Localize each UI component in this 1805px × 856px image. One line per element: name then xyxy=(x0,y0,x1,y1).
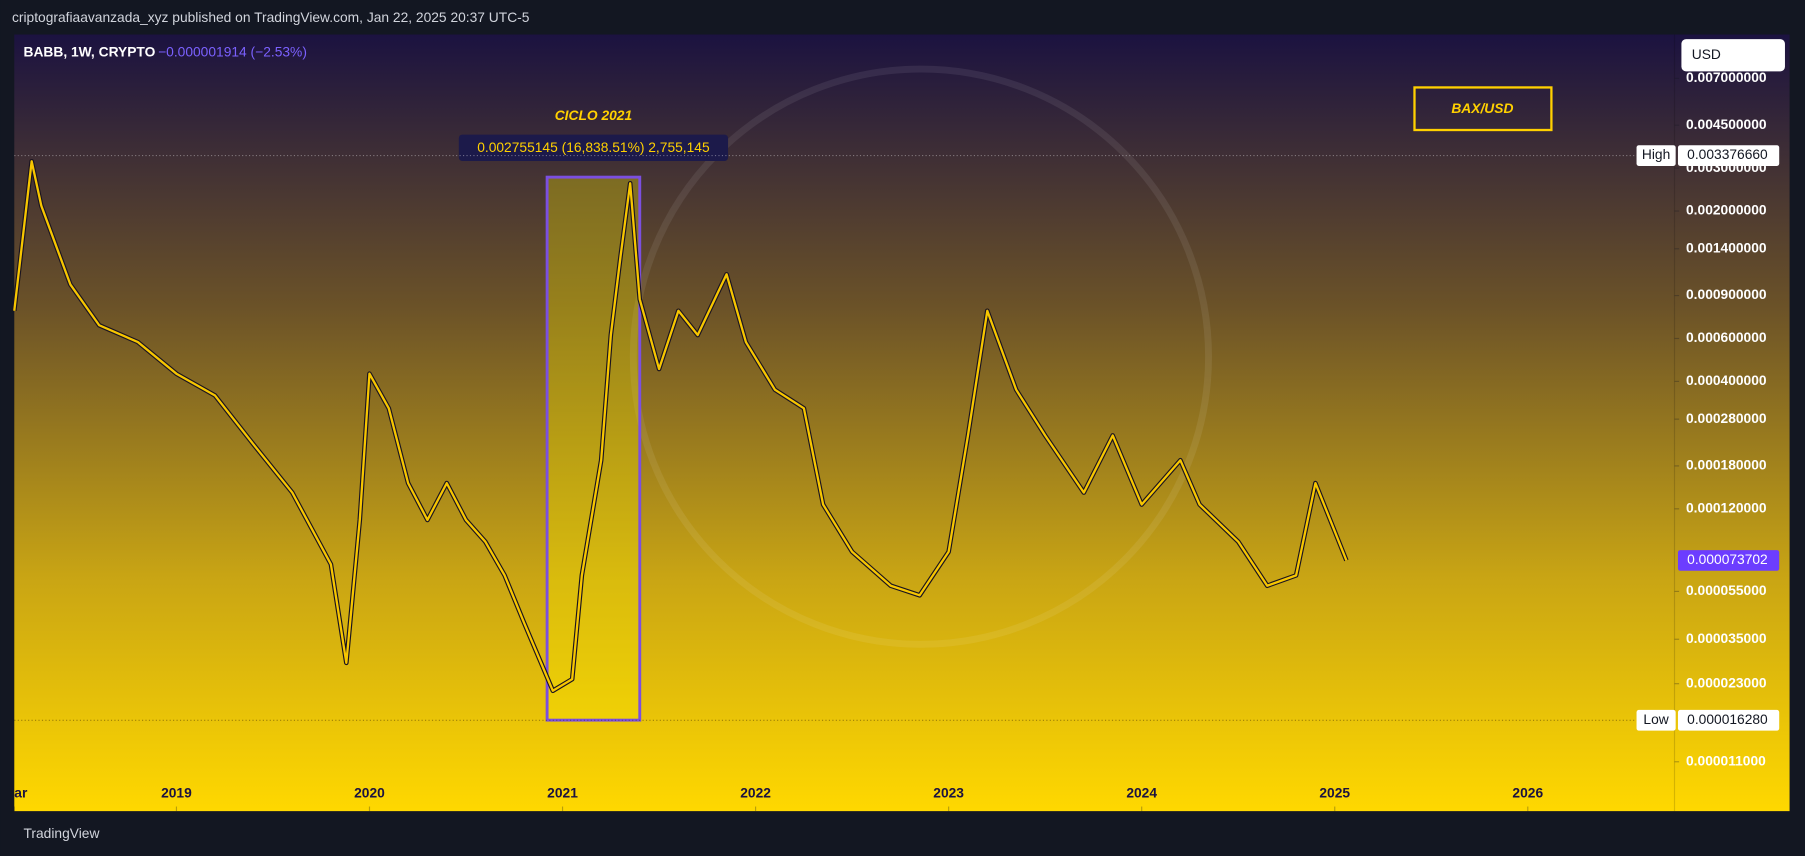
low-name: Low xyxy=(1643,712,1668,727)
x-tick-label: 2026 xyxy=(1512,786,1543,801)
x-tick-label: 2023 xyxy=(933,786,964,801)
y-tick-label: 0.000900000 xyxy=(1686,287,1767,302)
range-label: 0.002755145 (16,838.51%) 2,755,145 xyxy=(477,140,710,155)
currency[interactable]: USD xyxy=(1692,47,1721,62)
x-tick-label: 2024 xyxy=(1126,786,1157,801)
symbol: BABB, 1W, CRYPTO xyxy=(23,45,155,60)
y-tick-label: 0.000280000 xyxy=(1686,411,1767,426)
chart-title: BAX/USD xyxy=(1451,101,1513,116)
y-tick-label: 0.001400000 xyxy=(1686,240,1767,255)
x-tick-label: 2025 xyxy=(1319,786,1350,801)
x-tick-label: 2019 xyxy=(161,786,192,801)
y-tick-label: 0.000055000 xyxy=(1686,583,1767,598)
y-tick-label: 0.000400000 xyxy=(1686,373,1767,388)
low-value: 0.000016280 xyxy=(1687,712,1768,727)
x-tick-label: ar xyxy=(14,786,28,801)
x-tick-label: 2020 xyxy=(354,786,385,801)
high-name-box xyxy=(1636,145,1676,166)
y-tick-label: 0.000120000 xyxy=(1686,500,1767,515)
y-tick-label: 0.000011000 xyxy=(1686,753,1766,768)
footer-brand: TradingView xyxy=(23,826,99,841)
title-box xyxy=(1413,86,1553,132)
last-price: 0.000073702 xyxy=(1687,552,1768,567)
range-label-box xyxy=(458,134,729,162)
header-text: criptografiaavanzada_xyz published on Tr… xyxy=(12,10,530,25)
high-value-box xyxy=(1677,145,1780,166)
y-tick-label: 0.000180000 xyxy=(1686,458,1767,473)
y-tick-label: 0.000035000 xyxy=(1686,631,1767,646)
last-price-box xyxy=(1677,550,1780,571)
y-tick-label: 0.007000000 xyxy=(1686,70,1767,85)
y-tick-label: 0.004500000 xyxy=(1686,117,1767,132)
x-tick-label: 2021 xyxy=(547,786,578,801)
low-value-box xyxy=(1677,709,1780,731)
y-tick-label: 0.002000000 xyxy=(1686,203,1767,218)
change: −0.000001914 (−2.53%) xyxy=(158,45,307,60)
range-title: CICLO 2021 xyxy=(555,108,632,123)
y-tick-label: 0.000600000 xyxy=(1686,330,1767,345)
currency-button[interactable] xyxy=(1681,39,1785,72)
x-tick-label: 2022 xyxy=(740,786,771,801)
high-value: 0.003376660 xyxy=(1687,147,1768,162)
range-box xyxy=(545,175,642,722)
high-name: High xyxy=(1642,147,1670,162)
watermark xyxy=(629,65,1212,648)
price-line xyxy=(13,160,1348,692)
y-tick-label: 0.000023000 xyxy=(1686,675,1767,690)
chart-area xyxy=(14,34,1790,812)
low-name-box xyxy=(1636,709,1676,731)
